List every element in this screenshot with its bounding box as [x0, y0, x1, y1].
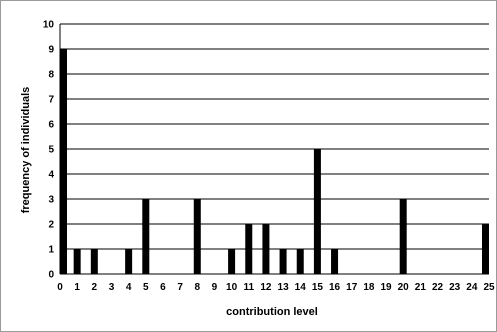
y-tick-label: 5	[48, 145, 54, 156]
x-tick-label: 3	[109, 282, 115, 293]
bar	[73, 249, 81, 274]
bar	[331, 249, 339, 274]
bar	[228, 249, 236, 274]
x-tick-label: 12	[260, 282, 272, 293]
x-tick-label: 24	[466, 282, 478, 293]
y-tick-label: 6	[48, 120, 54, 131]
bar	[193, 199, 201, 274]
bar	[296, 249, 304, 274]
bar	[90, 249, 98, 274]
bar	[245, 224, 253, 274]
y-tick-label: 1	[48, 245, 54, 256]
x-tick-label: 13	[278, 282, 290, 293]
y-tick-label: 9	[48, 45, 54, 56]
x-tick-label: 17	[346, 282, 358, 293]
x-tick-label: 18	[363, 282, 375, 293]
bars	[60, 49, 489, 274]
y-tick-label: 2	[48, 220, 54, 231]
bar	[262, 224, 270, 274]
x-tick-label: 5	[143, 282, 149, 293]
y-tick-label: 3	[48, 195, 54, 206]
bar	[125, 249, 133, 274]
x-tick-label: 8	[194, 282, 200, 293]
x-tick-label: 11	[243, 282, 254, 293]
x-tick-label: 15	[312, 282, 324, 293]
x-tick-label: 7	[177, 282, 183, 293]
gridlines	[60, 23, 489, 250]
x-tick-label: 25	[483, 282, 495, 293]
x-tick-label: 22	[432, 282, 444, 293]
x-tick-label: 1	[74, 282, 80, 293]
bar	[60, 49, 67, 274]
bar	[279, 249, 287, 274]
x-tick-label: 16	[329, 282, 341, 293]
x-tick-label: 20	[398, 282, 410, 293]
x-tick-label: 19	[380, 282, 392, 293]
x-tick-label: 23	[449, 282, 461, 293]
bar	[142, 199, 150, 274]
x-tick-label: 0	[57, 282, 63, 293]
y-tick-label: 8	[48, 70, 54, 81]
bar	[313, 149, 321, 274]
x-tick-label: 10	[226, 282, 238, 293]
y-tick-label: 10	[43, 20, 55, 31]
x-tick-labels: 0 1 2 3 4 5 6 7 8 9 10 11 12 13 14 15 16 17 18 19 20 21 22 23 24…	[57, 282, 495, 293]
y-tick-label: 4	[48, 170, 54, 181]
x-axis-label: contribution level	[226, 306, 318, 318]
y-tick-labels: 0 1 2 3 4 5 6 7 8 9 10	[43, 20, 55, 281]
x-tick-label: 21	[415, 282, 427, 293]
x-tick-label: 6	[160, 282, 166, 293]
axes	[59, 24, 489, 275]
x-tick-label: 2	[92, 282, 98, 293]
y-axis-label: frequency of individuals	[20, 87, 32, 214]
bar	[399, 199, 407, 274]
bar	[482, 224, 489, 274]
x-tick-label: 4	[126, 282, 132, 293]
x-tick-label: 9	[212, 282, 218, 293]
y-tick-label: 7	[48, 95, 54, 106]
x-tick-label: 14	[295, 282, 307, 293]
y-tick-label: 0	[48, 270, 54, 281]
